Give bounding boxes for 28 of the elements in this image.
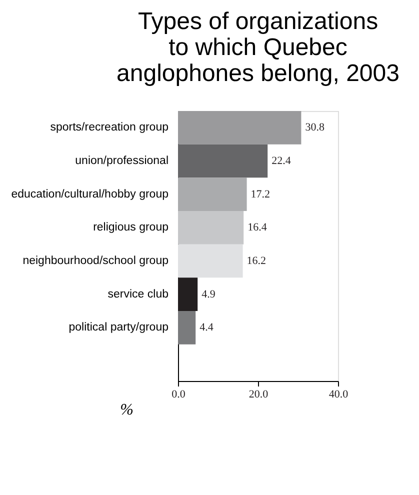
x-tick-label: 0.0 [172,388,186,400]
bar [178,178,247,211]
y-tick-label: service club [108,288,168,300]
text: to which Quebec [168,34,348,61]
x-tick-label: 20.0 [248,388,269,400]
text: anglophones belong, 2003 [116,60,400,87]
x-axis-title: % [120,402,134,418]
data-label: 30.8 [305,122,325,134]
bar [178,144,268,178]
y-tick-label: union/professional [75,155,168,167]
data-label: 17.2 [250,188,270,200]
y-tick-label: education/cultural/hobby group [11,188,168,200]
bar [178,211,244,244]
data-label: 16.4 [248,222,268,234]
bar [178,278,198,311]
y-tick-label: political party/group [68,322,168,334]
data-label: 4.9 [202,288,216,300]
bar [178,244,243,278]
text: Types of organizations [138,8,378,35]
bar [178,311,196,344]
bar [178,111,302,144]
data-label: 16.2 [246,255,266,267]
x-tick-label: 40.0 [328,388,349,400]
data-label: 22.4 [272,155,292,167]
y-tick-label: religious group [93,222,168,234]
y-tick-label: sports/recreation group [50,122,168,134]
data-label: 4.4 [200,322,214,334]
y-tick-label: neighbourhood/school group [22,255,168,267]
